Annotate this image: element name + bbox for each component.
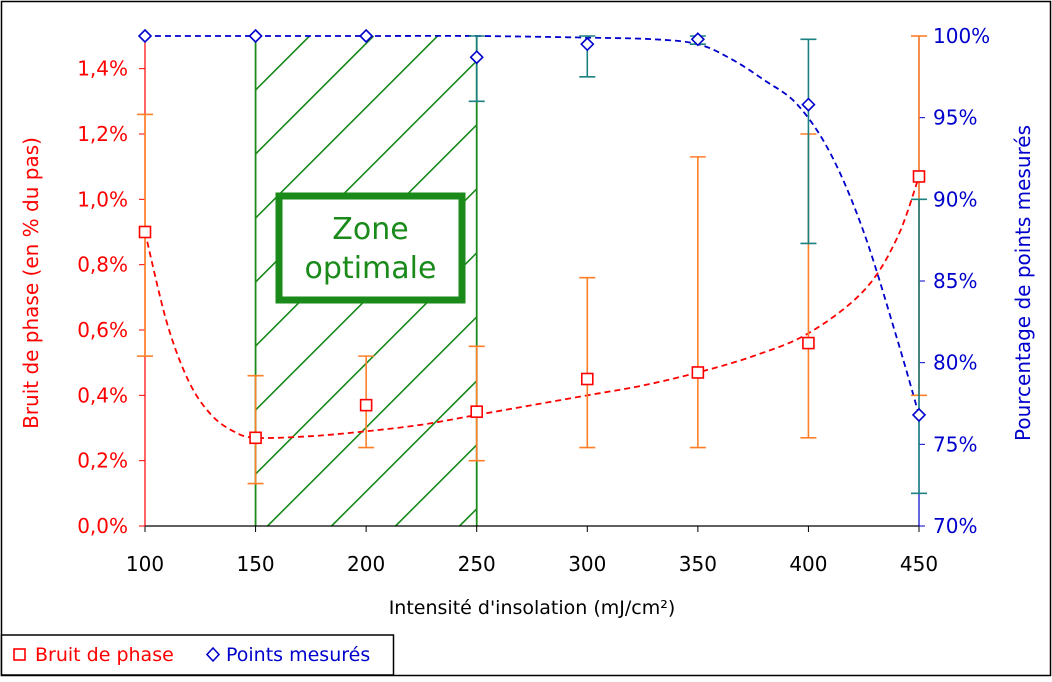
y-tick-label-right: 100% (933, 24, 990, 48)
hatch-line (255, 59, 477, 284)
marker-bruit-point (580, 372, 594, 386)
marker-bruit-point (470, 405, 484, 418)
marker-bruit-point (249, 431, 262, 445)
marker-bruit-point (691, 366, 705, 379)
y-tick-label-right: 75% (933, 432, 977, 456)
y-tick-label-left: 1,4% (77, 57, 128, 81)
marker-points-point (801, 97, 816, 112)
legend-label-points: Points mesurés (226, 644, 370, 666)
marker-points-point (359, 28, 374, 44)
legend-label-bruit: Bruit de phase (35, 644, 174, 666)
marker-bruit-point (138, 225, 152, 239)
y-tick-label-left: 0,8% (77, 253, 128, 277)
x-tick-label: 450 (900, 552, 938, 576)
y-tick-label-left: 0,2% (77, 449, 128, 473)
hatch-line (331, 379, 477, 526)
x-tick-label: 100 (126, 552, 164, 576)
marker-points-point (469, 50, 484, 65)
y-tick-label-right: 85% (933, 269, 977, 293)
y-axis-title-left: Bruit de phase (en % du pas) (19, 137, 43, 429)
x-axis-title: Intensité d'insolation (mJ/cm²) (389, 597, 676, 619)
y-axis-title-right: Pourcentage de points mesurés (1011, 125, 1035, 441)
x-tick-label: 200 (347, 552, 385, 576)
x-tick-label: 250 (458, 552, 496, 576)
legend-box (0, 634, 395, 676)
y-tick-label-left: 1,0% (77, 187, 128, 211)
zone-label-line2: optimale (305, 251, 437, 286)
x-tick-label: 350 (679, 552, 717, 576)
marker-points-point (580, 37, 595, 52)
marker-bruit-point (912, 170, 926, 183)
marker-points-point (690, 32, 705, 47)
marker-points-point (137, 28, 153, 44)
y-tick-label-right: 95% (933, 106, 977, 130)
x-tick-label: 400 (789, 552, 827, 576)
zone-label-line1: Zone (332, 212, 408, 247)
zone-optimale-box: Zone optimale (275, 192, 466, 304)
legend-marker-bruit (13, 648, 26, 661)
hatch-line (267, 315, 477, 526)
hatch-line (255, 36, 439, 220)
y-tick-label-left: 0,0% (77, 514, 128, 538)
y-tick-label-left: 0,4% (77, 383, 128, 407)
marker-points-point (911, 407, 927, 423)
x-tick-label: 150 (236, 552, 274, 576)
marker-bruit-point (359, 398, 373, 412)
x-tick-label: 300 (568, 552, 606, 576)
y-tick-label-right: 90% (933, 187, 977, 211)
marker-bruit-point (802, 336, 815, 350)
legend: Bruit de phase Points mesurés (0, 634, 395, 676)
y-tick-label-left: 1,2% (77, 122, 128, 146)
y-tick-label-right: 70% (933, 514, 977, 538)
hatch-line (255, 36, 375, 156)
y-tick-label-right: 80% (933, 351, 977, 375)
legend-marker-points (205, 646, 221, 663)
marker-points-point (248, 28, 263, 44)
y-tick-label-left: 0,6% (77, 318, 128, 342)
